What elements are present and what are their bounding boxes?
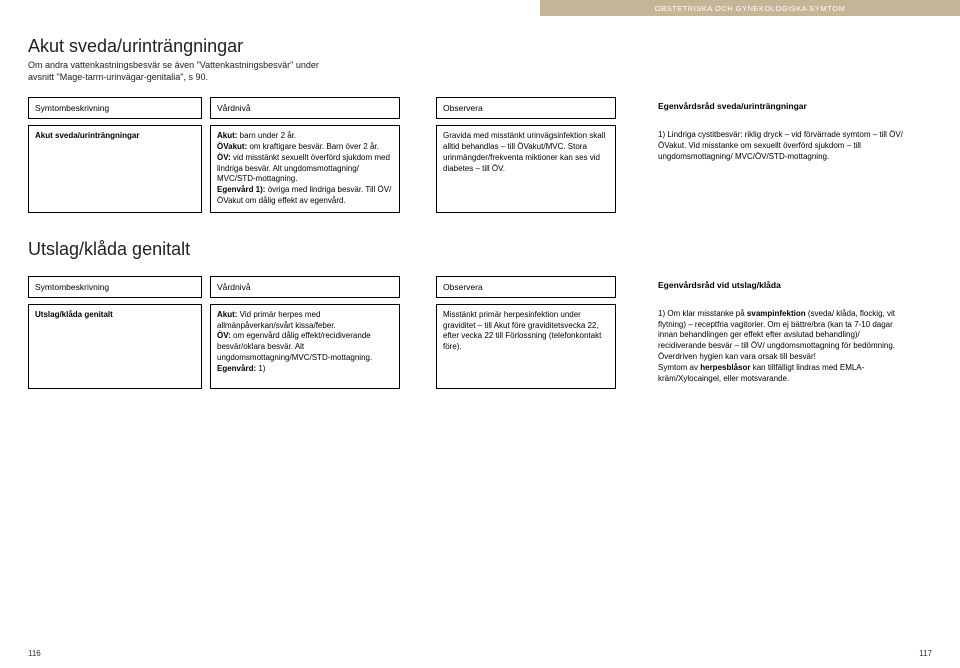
table-sveda: Symtombeskrivning Vårdnivå Observera Ege… — [28, 97, 932, 213]
gap — [624, 125, 644, 213]
gap — [408, 125, 428, 213]
cell-observera: Misstänkt primär herpesinfektion under g… — [436, 304, 616, 390]
cell-symtom: Akut sveda/urinträngningar — [28, 125, 202, 213]
cell-vardniva: Akut: barn under 2 år.ÖVakut: om kraftig… — [210, 125, 400, 213]
page-number-right: 117 — [919, 649, 932, 658]
section-utslag: Utslag/klåda genitalt Symtombeskrivning … — [28, 239, 932, 390]
table-utslag: Symtombeskrivning Vårdnivå Observera Ege… — [28, 276, 932, 390]
col-head-vardniva: Vårdnivå — [210, 276, 400, 298]
page-number-left: 116 — [28, 649, 41, 658]
gap — [408, 97, 428, 119]
col-head-symtom: Symtombeskrivning — [28, 276, 202, 298]
section-sveda: Akut sveda/urinträngningar Om andra vatt… — [28, 36, 932, 213]
col-head-observera: Observera — [436, 276, 616, 298]
section-sub: Om andra vattenkastningsbesvär se även "… — [28, 59, 338, 83]
cell-observera: Gravida med misstänkt urinvägsinfektion … — [436, 125, 616, 213]
gap — [624, 97, 644, 119]
gap — [408, 276, 428, 298]
gap — [408, 304, 428, 390]
gap — [624, 304, 644, 390]
col-head-egenvard: Egenvårdsråd sveda/urinträngningar — [652, 97, 912, 119]
col-head-observera: Observera — [436, 97, 616, 119]
section-title: Akut sveda/urinträngningar — [28, 36, 932, 57]
cell-symtom: Utslag/klåda genitalt — [28, 304, 202, 390]
col-head-egenvard: Egenvårdsråd vid utslag/klåda — [652, 276, 912, 298]
cell-egenvard: 1) Om klar misstanke på svampinfektion (… — [652, 304, 912, 390]
section-title: Utslag/klåda genitalt — [28, 239, 932, 260]
col-head-vardniva: Vårdnivå — [210, 97, 400, 119]
cell-egenvard: 1) Lindriga cystitbesvär: riklig dryck –… — [652, 125, 912, 213]
header-band: OBSTETRISKA OCH GYNEKOLOGISKA SYMTOM — [540, 0, 960, 16]
cell-vardniva: Akut: Vid primär herpes med allmänpåverk… — [210, 304, 400, 390]
col-head-symtom: Symtombeskrivning — [28, 97, 202, 119]
gap — [624, 276, 644, 298]
